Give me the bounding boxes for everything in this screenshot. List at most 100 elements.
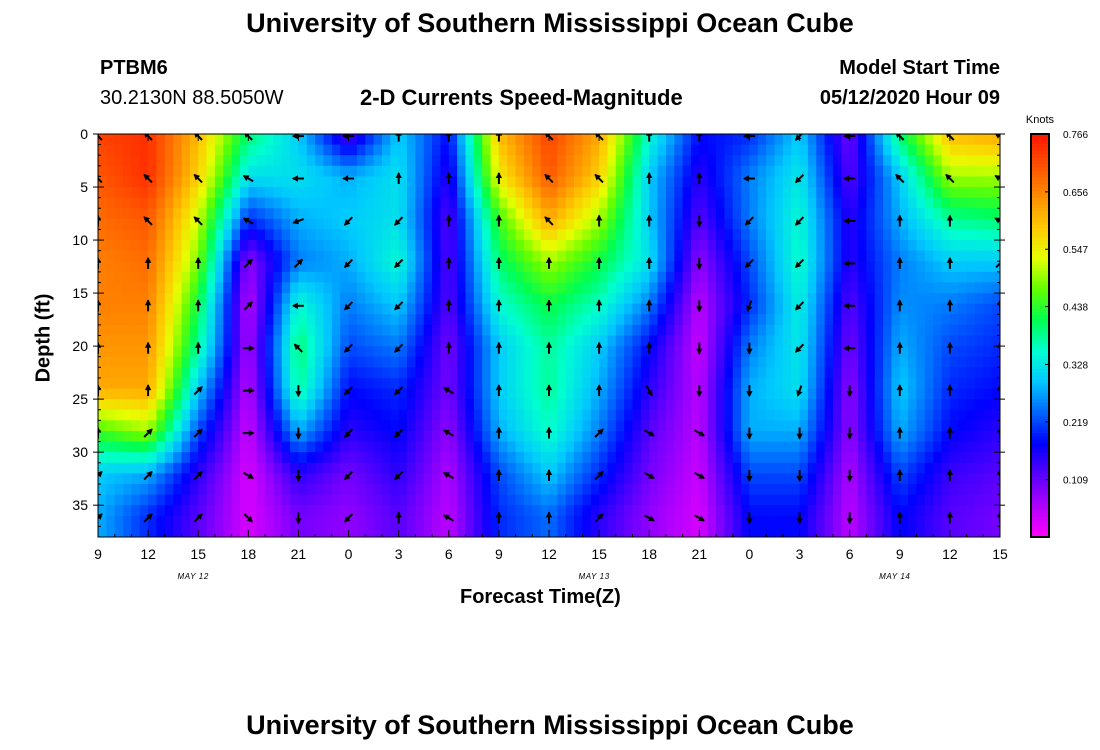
heatmap-cell bbox=[423, 282, 433, 294]
chart-title-bottom: University of Southern Mississippi Ocean… bbox=[246, 710, 854, 740]
heatmap-cell bbox=[991, 420, 1000, 432]
current-arrow bbox=[243, 301, 253, 311]
heatmap-cell bbox=[365, 462, 375, 474]
heatmap-cell bbox=[498, 208, 508, 220]
heatmap-cell bbox=[582, 218, 592, 231]
heatmap-cell bbox=[139, 441, 149, 453]
heatmap-cell bbox=[181, 483, 191, 496]
heatmap-cell bbox=[933, 483, 943, 496]
heatmap-cell bbox=[290, 452, 300, 464]
heatmap-cell bbox=[540, 271, 550, 284]
current-arrow bbox=[143, 173, 153, 184]
heatmap-cell bbox=[674, 515, 684, 527]
heatmap-cell bbox=[799, 261, 809, 273]
current-arrow bbox=[696, 385, 703, 398]
heatmap-cell bbox=[565, 473, 575, 485]
heatmap-cell bbox=[482, 335, 492, 347]
heatmap-cell bbox=[590, 314, 600, 326]
heatmap-cell bbox=[774, 176, 784, 188]
heatmap-cell bbox=[699, 176, 709, 188]
heatmap-cell bbox=[390, 187, 400, 199]
heatmap-cell bbox=[248, 134, 258, 146]
current-arrow bbox=[646, 172, 653, 184]
heatmap-cell bbox=[883, 430, 893, 443]
heatmap-cell bbox=[164, 144, 174, 156]
heatmap-cell bbox=[265, 314, 274, 326]
heatmap-cell bbox=[716, 483, 725, 496]
heatmap-cell bbox=[774, 271, 784, 284]
heatmap-cell bbox=[173, 282, 183, 294]
heatmap-cell bbox=[273, 293, 283, 305]
heatmap-cell bbox=[624, 197, 634, 209]
heatmap-cell bbox=[398, 409, 408, 421]
heatmap-cell bbox=[899, 261, 909, 273]
heatmap-cell bbox=[841, 377, 851, 390]
heatmap-cell bbox=[741, 441, 751, 453]
heatmap-cell bbox=[256, 144, 266, 156]
colorbar-segment bbox=[1031, 352, 1049, 357]
heatmap-cell bbox=[657, 134, 667, 146]
heatmap-cell bbox=[741, 494, 751, 506]
heatmap-cell bbox=[899, 505, 909, 517]
x-date-label: MAY 13 bbox=[578, 572, 609, 581]
heatmap-cell bbox=[549, 165, 558, 178]
heatmap-cell bbox=[440, 346, 450, 358]
heatmap-cell bbox=[983, 505, 993, 517]
heatmap-cell bbox=[290, 271, 300, 284]
heatmap-cell bbox=[490, 335, 500, 347]
heatmap-cell bbox=[448, 144, 458, 156]
heatmap-cell bbox=[306, 356, 316, 368]
heatmap-cell bbox=[256, 346, 266, 358]
heatmap-cell bbox=[690, 356, 700, 368]
heatmap-cell bbox=[707, 165, 717, 178]
heatmap-cell bbox=[974, 271, 984, 284]
heatmap-cell bbox=[791, 377, 801, 390]
heatmap-cell bbox=[557, 483, 567, 496]
heatmap-cell bbox=[958, 356, 968, 368]
heatmap-cell bbox=[732, 261, 742, 273]
heatmap-cell bbox=[106, 494, 116, 506]
heatmap-cell bbox=[473, 229, 483, 241]
heatmap-cell bbox=[874, 165, 884, 178]
heatmap-cell bbox=[707, 409, 717, 421]
current-arrow bbox=[694, 429, 705, 437]
heatmap-cell bbox=[482, 377, 492, 390]
heatmap-cell bbox=[866, 229, 876, 241]
heatmap-cell bbox=[615, 261, 625, 273]
heatmap-cell bbox=[665, 515, 675, 527]
heatmap-cell bbox=[340, 155, 350, 167]
heatmap-cell bbox=[966, 293, 976, 305]
heatmap-cell bbox=[716, 187, 725, 199]
heatmap-cell bbox=[432, 515, 442, 527]
heatmap-cell bbox=[565, 324, 575, 337]
heatmap-cell bbox=[373, 314, 383, 326]
current-arrow bbox=[495, 511, 503, 524]
heatmap-cell bbox=[323, 430, 333, 443]
heatmap-cell bbox=[523, 409, 533, 421]
heatmap-cell bbox=[757, 155, 767, 167]
heatmap-cell bbox=[148, 240, 158, 252]
heatmap-cell bbox=[766, 505, 776, 517]
heatmap-cell bbox=[749, 430, 759, 443]
heatmap-cell bbox=[540, 526, 550, 537]
heatmap-cell bbox=[189, 208, 199, 220]
heatmap-cell bbox=[315, 515, 325, 527]
heatmap-cell bbox=[540, 505, 550, 517]
heatmap-cell bbox=[407, 356, 416, 368]
current-arrow bbox=[443, 471, 455, 480]
heatmap-cell bbox=[273, 176, 283, 188]
heatmap-cell bbox=[340, 240, 350, 252]
heatmap-cell bbox=[599, 144, 609, 156]
heatmap-cell bbox=[306, 208, 316, 220]
heatmap-cell bbox=[139, 452, 149, 464]
heatmap-cell bbox=[98, 303, 107, 315]
heatmap-cell bbox=[123, 240, 133, 252]
heatmap-cell bbox=[549, 218, 558, 231]
heatmap-cell bbox=[465, 452, 475, 464]
heatmap-cell bbox=[732, 165, 742, 178]
heatmap-cell bbox=[515, 229, 525, 241]
heatmap-cell bbox=[632, 515, 642, 527]
heatmap-cell bbox=[223, 155, 233, 167]
heatmap-cell bbox=[607, 346, 617, 358]
heatmap-cell bbox=[265, 494, 274, 506]
